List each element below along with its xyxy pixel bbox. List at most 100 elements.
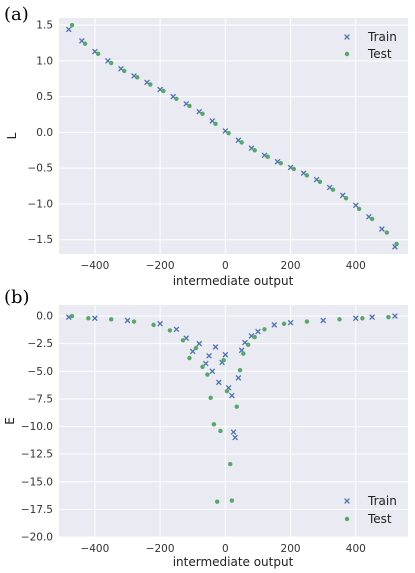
point-test: [82, 41, 88, 46]
point-train: [369, 314, 375, 321]
point-test: [221, 358, 226, 363]
point-test: [122, 68, 127, 74]
grid-b: [59, 305, 408, 538]
plot-area-a: [59, 18, 408, 254]
point-test: [265, 154, 270, 159]
point-test: [237, 367, 243, 373]
point-test: [224, 388, 230, 394]
marks-b: [65, 313, 398, 504]
point-test: [317, 179, 323, 184]
point-train: [287, 319, 294, 326]
y-tick-label: −1.0: [28, 198, 54, 210]
legend-b-train-label: Train: [367, 494, 397, 508]
point-train: [65, 26, 72, 33]
point-test: [200, 364, 205, 370]
legend-a-test-label: Test: [367, 47, 392, 61]
point-test: [148, 82, 153, 87]
marks-a: [65, 22, 399, 250]
point-train: [189, 348, 196, 355]
y-tick-label: 0.0: [36, 127, 53, 139]
point-train: [157, 320, 163, 327]
point-test: [205, 372, 210, 377]
point-train: [232, 434, 238, 441]
point-test: [167, 328, 173, 333]
point-test: [161, 88, 166, 94]
y-tick-label: −7.5: [28, 393, 54, 405]
grid-a: [59, 18, 408, 254]
point-test: [252, 334, 257, 340]
y-tick-label: 0.0: [36, 311, 53, 323]
point-test: [384, 230, 389, 235]
point-test: [86, 316, 91, 321]
point-train: [235, 375, 242, 381]
point-test: [213, 121, 218, 127]
point-train: [352, 202, 359, 209]
point-test: [252, 148, 257, 153]
point-test: [245, 342, 251, 347]
point-test: [228, 461, 233, 467]
point-train: [173, 326, 180, 333]
point-test: [69, 22, 75, 28]
legend-a: Train Test: [344, 30, 397, 61]
y-tick-label: −10.0: [21, 421, 53, 433]
x-axis-label-a: intermediate output: [173, 274, 294, 288]
point-test: [394, 241, 399, 247]
x-tick-label: −200: [146, 543, 175, 555]
point-train: [124, 317, 131, 324]
point-test: [386, 314, 391, 320]
y-tick-label: 0.5: [36, 91, 53, 103]
point-train: [229, 392, 235, 399]
legend-a-train-label: Train: [367, 30, 397, 44]
point-test: [108, 60, 114, 66]
point-test: [214, 499, 220, 504]
y-ticks-b: 0.0 −2.5 −5.0 −7.5 −10.0 −12.5 −15.0 −17.5 −20.0: [21, 311, 53, 544]
point-test: [135, 75, 140, 80]
point-train: [222, 351, 229, 358]
point-test: [337, 317, 342, 322]
x-tick-label: −200: [146, 260, 175, 272]
legend-a-train-symbol: [344, 34, 350, 40]
point-test: [278, 160, 283, 166]
point-test: [131, 319, 137, 324]
point-train: [230, 429, 237, 435]
y-tick-label: −20.0: [21, 532, 53, 544]
point-test: [151, 322, 156, 328]
x-ticks-a: −400 −200 0 200 400: [80, 260, 365, 272]
series-train: [65, 313, 398, 441]
point-train: [212, 344, 219, 350]
point-test: [218, 428, 223, 434]
point-test: [226, 130, 231, 136]
panel-a-label: (a): [4, 4, 29, 25]
point-train: [202, 360, 209, 367]
point-test: [291, 166, 297, 172]
point-test: [369, 216, 375, 222]
legend-b-train-marker: [344, 498, 350, 504]
x-tick-label: 200: [281, 543, 301, 555]
point-train: [352, 315, 359, 322]
legend-a-test-symbol: [344, 51, 350, 57]
point-test: [241, 351, 246, 356]
legend-b-test-label: Test: [367, 512, 392, 526]
point-test: [200, 111, 205, 117]
y-tick-label: 1.5: [36, 20, 53, 32]
point-test: [281, 321, 287, 326]
series-test: [69, 313, 391, 504]
point-train: [92, 315, 98, 322]
y-tick-label: −17.5: [21, 504, 53, 516]
x-tick-label: 200: [281, 260, 301, 272]
panel-b-label: (b): [4, 287, 30, 308]
point-test: [229, 498, 235, 503]
point-train: [209, 368, 216, 375]
point-train: [320, 317, 327, 324]
legend-b-train-symbol: [344, 498, 350, 504]
y-tick-label: −0.5: [28, 163, 54, 175]
panel-b: (b) −400 −200 0 200 400 0.0 −2.5 −5.0 −7.5 −10.0…: [3, 287, 408, 569]
point-train: [215, 379, 222, 386]
point-test: [330, 187, 336, 192]
point-train: [392, 313, 398, 319]
point-test: [239, 140, 244, 145]
y-axis-label-a: L: [5, 132, 19, 139]
point-test: [108, 317, 114, 322]
x-tick-label: 400: [346, 260, 366, 272]
point-test: [356, 206, 362, 212]
